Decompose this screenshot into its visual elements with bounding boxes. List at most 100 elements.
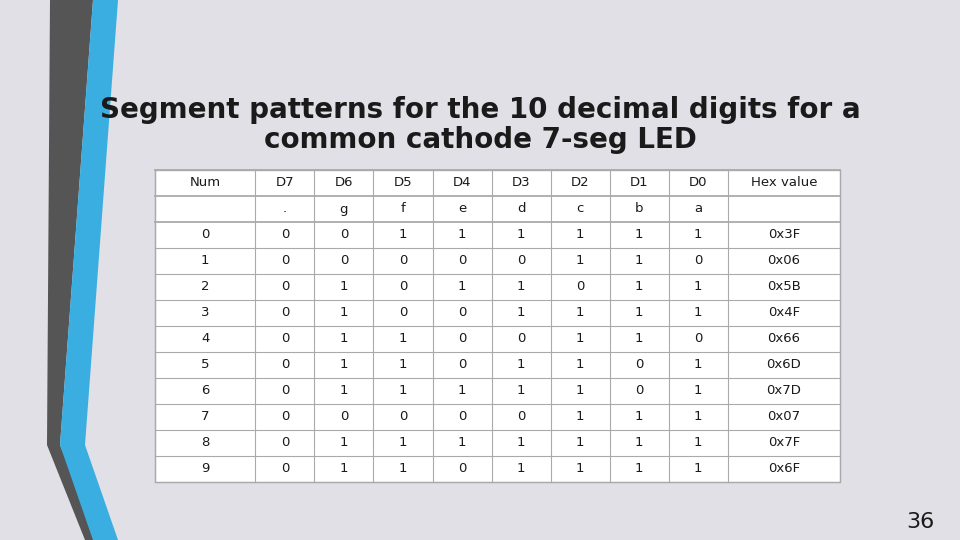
Text: 0: 0	[280, 436, 289, 449]
Text: 1: 1	[694, 436, 703, 449]
Text: D1: D1	[630, 177, 649, 190]
Text: 0: 0	[458, 254, 467, 267]
Text: 0x6D: 0x6D	[766, 359, 802, 372]
Text: 0: 0	[280, 254, 289, 267]
Text: f: f	[400, 202, 405, 215]
Text: 0: 0	[516, 254, 525, 267]
Text: 1: 1	[516, 280, 525, 294]
Text: 1: 1	[340, 384, 348, 397]
Text: a: a	[694, 202, 703, 215]
Text: D5: D5	[394, 177, 413, 190]
Text: 0x7F: 0x7F	[768, 436, 800, 449]
Text: 0: 0	[576, 280, 585, 294]
Text: 1: 1	[516, 384, 525, 397]
Text: 2: 2	[201, 280, 209, 294]
Text: 1: 1	[576, 436, 585, 449]
Polygon shape	[47, 0, 93, 445]
Text: Hex value: Hex value	[751, 177, 817, 190]
Text: 0: 0	[458, 359, 467, 372]
Text: 36: 36	[907, 512, 935, 532]
Text: 0: 0	[280, 462, 289, 476]
Text: 0: 0	[516, 333, 525, 346]
Text: 1: 1	[340, 462, 348, 476]
Text: 0x7D: 0x7D	[766, 384, 802, 397]
Text: 1: 1	[516, 307, 525, 320]
Text: 1: 1	[576, 333, 585, 346]
Text: 0: 0	[280, 410, 289, 423]
Text: 0: 0	[280, 359, 289, 372]
Text: 1: 1	[694, 359, 703, 372]
Text: 1: 1	[635, 228, 643, 241]
Text: 1: 1	[635, 410, 643, 423]
Text: 1: 1	[340, 333, 348, 346]
Text: 0x5B: 0x5B	[767, 280, 801, 294]
Text: 3: 3	[201, 307, 209, 320]
Text: 1: 1	[340, 307, 348, 320]
Text: 1: 1	[694, 384, 703, 397]
Text: 1: 1	[576, 410, 585, 423]
Text: d: d	[516, 202, 525, 215]
Text: 0: 0	[635, 384, 643, 397]
Bar	[155, 170, 840, 482]
Text: 8: 8	[201, 436, 209, 449]
Text: 7: 7	[201, 410, 209, 423]
Text: 0: 0	[458, 307, 467, 320]
Text: 9: 9	[201, 462, 209, 476]
Text: 0: 0	[280, 333, 289, 346]
Text: 0x4F: 0x4F	[768, 307, 800, 320]
Text: 1: 1	[340, 280, 348, 294]
Text: 1: 1	[458, 228, 467, 241]
Text: 1: 1	[694, 462, 703, 476]
Text: 4: 4	[201, 333, 209, 346]
Text: 1: 1	[576, 359, 585, 372]
Text: 1: 1	[576, 384, 585, 397]
Text: 1: 1	[398, 333, 407, 346]
Text: 1: 1	[635, 280, 643, 294]
Text: 1: 1	[340, 359, 348, 372]
Text: 1: 1	[635, 436, 643, 449]
Text: 1: 1	[398, 384, 407, 397]
Text: 0: 0	[340, 254, 348, 267]
Polygon shape	[47, 445, 98, 540]
Text: 1: 1	[516, 228, 525, 241]
Text: 0: 0	[280, 280, 289, 294]
Text: 1: 1	[458, 280, 467, 294]
Text: g: g	[340, 202, 348, 215]
Text: 0: 0	[280, 307, 289, 320]
Text: Segment patterns for the 10 decimal digits for a: Segment patterns for the 10 decimal digi…	[100, 96, 860, 124]
Text: 1: 1	[516, 436, 525, 449]
Text: 1: 1	[201, 254, 209, 267]
Text: 1: 1	[576, 228, 585, 241]
Text: 1: 1	[694, 410, 703, 423]
Text: 1: 1	[398, 359, 407, 372]
Text: D0: D0	[689, 177, 708, 190]
Text: 0: 0	[398, 307, 407, 320]
Text: 0: 0	[635, 359, 643, 372]
Text: 5: 5	[201, 359, 209, 372]
Text: D7: D7	[276, 177, 294, 190]
Text: D6: D6	[335, 177, 353, 190]
Polygon shape	[60, 0, 118, 445]
Text: 1: 1	[458, 436, 467, 449]
Text: D3: D3	[512, 177, 531, 190]
Text: 1: 1	[635, 333, 643, 346]
Text: 1: 1	[635, 462, 643, 476]
Text: 0: 0	[694, 333, 703, 346]
Text: 0: 0	[340, 228, 348, 241]
Text: 1: 1	[694, 228, 703, 241]
Text: Num: Num	[190, 177, 221, 190]
Text: 1: 1	[635, 254, 643, 267]
Text: 0x07: 0x07	[767, 410, 801, 423]
Polygon shape	[60, 445, 118, 540]
Text: 0: 0	[398, 410, 407, 423]
Text: 0: 0	[458, 410, 467, 423]
Text: 1: 1	[635, 307, 643, 320]
Text: 1: 1	[576, 307, 585, 320]
Text: 1: 1	[516, 359, 525, 372]
Text: 1: 1	[458, 384, 467, 397]
Text: common cathode 7-seg LED: common cathode 7-seg LED	[264, 126, 696, 154]
Text: 0x66: 0x66	[767, 333, 801, 346]
Text: 0: 0	[280, 228, 289, 241]
Text: 0: 0	[398, 280, 407, 294]
Text: 1: 1	[694, 280, 703, 294]
